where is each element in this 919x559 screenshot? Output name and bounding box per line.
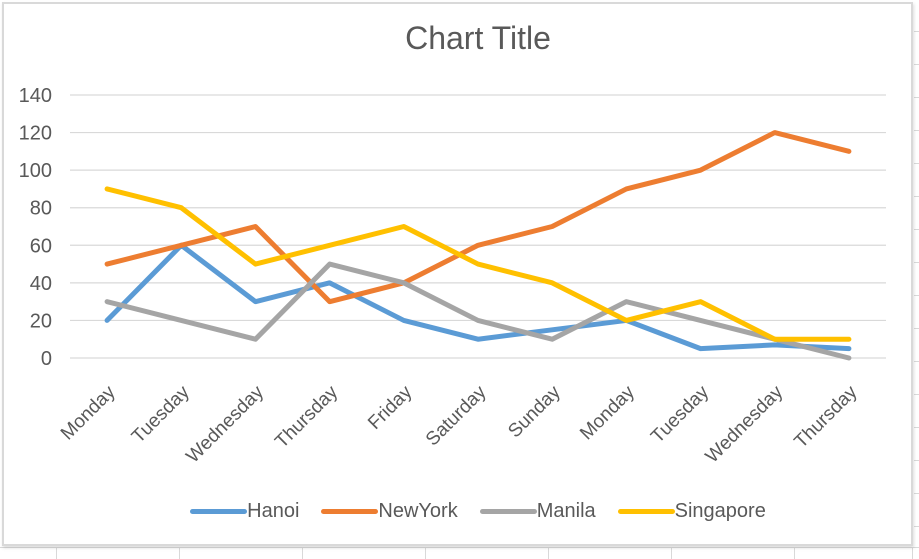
legend-label: NewYork <box>378 499 458 522</box>
x-axis-label: Saturday <box>422 381 491 450</box>
series-line-hanoi <box>104 242 852 352</box>
legend: Hanoi NewYork Manila Singapore <box>70 499 886 523</box>
legend-label: Singapore <box>674 499 766 522</box>
y-axis-label: 100 <box>19 160 52 182</box>
legend-item-singapore[interactable]: Singapore <box>617 499 766 523</box>
x-axis-label: Tuesday <box>647 381 713 447</box>
y-axis-label: 20 <box>30 310 52 332</box>
x-axis-label: Monday <box>576 381 639 444</box>
x-axis-label: Friday <box>364 381 417 434</box>
series-line-newyork <box>104 130 852 305</box>
singapore-line-marker-icon <box>617 508 675 514</box>
y-axis-label: 140 <box>19 85 52 107</box>
x-axis-label: Wednesday <box>702 381 788 467</box>
legend-item-manila[interactable]: Manila <box>479 499 596 523</box>
x-axis-label: Tuesday <box>128 381 194 447</box>
legend-label: Hanoi <box>247 499 300 522</box>
series-line-singapore <box>104 186 852 342</box>
y-axis-label: 40 <box>30 273 52 295</box>
y-axis-label: 80 <box>30 198 52 220</box>
chart-title: Chart Title <box>405 20 551 56</box>
newyork-line-marker-icon <box>321 508 379 514</box>
x-axis-label: Thursday <box>271 381 342 452</box>
series-line-manila <box>104 261 852 361</box>
x-axis-label: Monday <box>57 381 120 444</box>
y-axis-label: 120 <box>19 123 52 145</box>
hanoi-line-marker-icon <box>190 508 248 514</box>
x-axis-label: Wednesday <box>182 381 268 467</box>
x-axis-label: Sunday <box>504 381 565 442</box>
y-axis-label: 60 <box>30 235 52 257</box>
manila-line-marker-icon <box>479 508 537 514</box>
x-axis-label: Thursday <box>791 381 862 452</box>
legend-item-newyork[interactable]: NewYork <box>321 499 458 523</box>
legend-item-hanoi[interactable]: Hanoi <box>190 500 299 523</box>
legend-label: Manila <box>536 499 596 522</box>
y-axis-label: 0 <box>41 348 52 370</box>
